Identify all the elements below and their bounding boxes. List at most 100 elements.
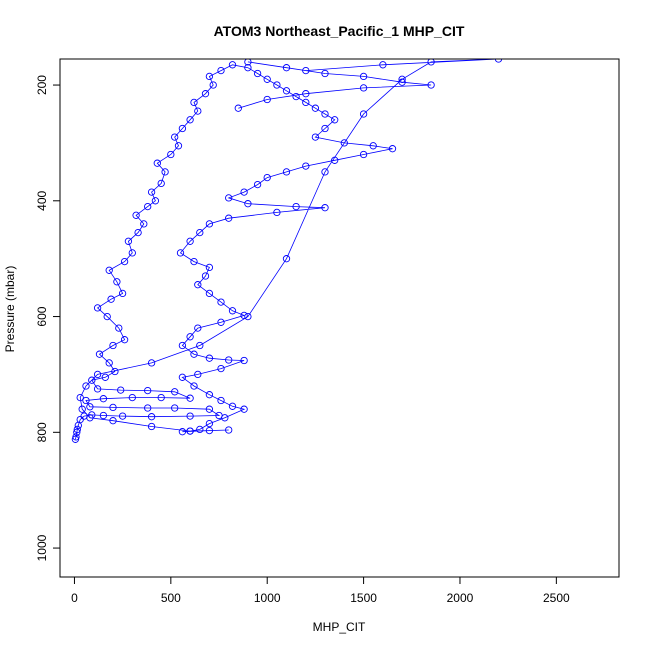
y-tick-label: 600 xyxy=(35,306,49,326)
data-point xyxy=(194,370,202,379)
data-point xyxy=(321,110,329,118)
data-point xyxy=(427,59,435,66)
data-point xyxy=(86,403,94,411)
data-point xyxy=(128,393,136,402)
data-point xyxy=(186,116,194,124)
data-point xyxy=(101,373,109,381)
data-point xyxy=(292,92,300,101)
data-point xyxy=(76,393,84,402)
data-point xyxy=(147,422,156,431)
data-point xyxy=(359,72,368,81)
data-point xyxy=(93,304,102,312)
data-point xyxy=(398,75,406,83)
x-tick-label: 2500 xyxy=(543,591,570,605)
data-point xyxy=(194,324,202,332)
plot-area xyxy=(71,59,503,443)
data-point xyxy=(186,237,194,245)
data-point xyxy=(190,257,198,266)
data-point xyxy=(140,220,148,228)
data-point xyxy=(244,59,252,66)
data-point xyxy=(78,405,86,413)
data-point xyxy=(340,139,348,147)
data-point xyxy=(263,75,271,83)
data-point xyxy=(311,104,320,112)
x-tick-label: 0 xyxy=(71,591,78,605)
data-point xyxy=(427,81,435,89)
data-point xyxy=(178,341,187,350)
data-point xyxy=(174,142,183,150)
data-point xyxy=(88,376,96,384)
data-point xyxy=(205,419,214,428)
data-point xyxy=(228,61,237,69)
x-tick-label: 2000 xyxy=(447,591,474,605)
data-point xyxy=(321,168,329,176)
data-point xyxy=(201,90,210,98)
data-point xyxy=(244,312,252,321)
data-point xyxy=(240,188,248,196)
data-point xyxy=(205,391,214,399)
data-point xyxy=(161,168,169,176)
data-point xyxy=(144,404,152,412)
data-point xyxy=(73,428,81,436)
data-point xyxy=(321,204,329,212)
series-line xyxy=(75,59,499,440)
data-point xyxy=(205,72,214,81)
data-point xyxy=(244,64,252,72)
data-point xyxy=(302,98,310,107)
y-tick-label: 400 xyxy=(35,190,49,210)
data-point xyxy=(228,402,237,410)
data-point xyxy=(109,417,117,425)
data-point xyxy=(72,433,80,441)
data-point xyxy=(321,124,329,133)
y-tick-label: 800 xyxy=(35,422,49,442)
data-point xyxy=(379,61,387,69)
data-point xyxy=(225,356,233,364)
data-point xyxy=(359,150,368,159)
data-point xyxy=(99,395,108,403)
data-point xyxy=(190,350,198,358)
data-point xyxy=(194,107,202,115)
data-point xyxy=(93,370,102,379)
data-point xyxy=(205,289,214,298)
data-point xyxy=(282,87,291,95)
data-point xyxy=(147,413,156,421)
data-point xyxy=(105,359,113,367)
data-point xyxy=(292,202,300,211)
data-point xyxy=(331,116,339,124)
data-point xyxy=(359,84,368,92)
data-point xyxy=(359,110,368,118)
data-point xyxy=(171,133,179,141)
data-point xyxy=(221,414,229,422)
axes: 0 500 1000 1500 2000 2500 200 400 600 800 1000 xyxy=(35,58,620,605)
data-point xyxy=(205,354,214,362)
data-point xyxy=(157,393,165,402)
data-point xyxy=(240,311,248,320)
data-point xyxy=(494,59,503,63)
data-point xyxy=(115,324,123,332)
data-point xyxy=(118,289,127,298)
data-point xyxy=(186,333,194,341)
data-point xyxy=(124,237,133,245)
data-point xyxy=(273,81,281,89)
x-axis-title: MHP_CIT xyxy=(313,620,366,634)
data-point xyxy=(107,295,115,303)
y-tick-label: 1000 xyxy=(35,534,49,561)
data-point xyxy=(186,394,194,402)
data-point xyxy=(82,396,90,405)
x-tick-label: 1500 xyxy=(350,591,377,605)
data-point xyxy=(103,312,111,321)
data-point xyxy=(311,133,320,141)
data-point xyxy=(186,427,194,435)
data-point xyxy=(190,382,198,390)
data-point xyxy=(171,388,179,396)
data-point xyxy=(105,266,113,274)
data-point xyxy=(171,404,179,412)
data-point xyxy=(95,350,104,358)
data-point xyxy=(196,341,204,350)
data-point xyxy=(205,220,214,228)
data-point xyxy=(196,425,204,434)
data-point xyxy=(201,272,210,280)
data-point xyxy=(225,426,233,434)
